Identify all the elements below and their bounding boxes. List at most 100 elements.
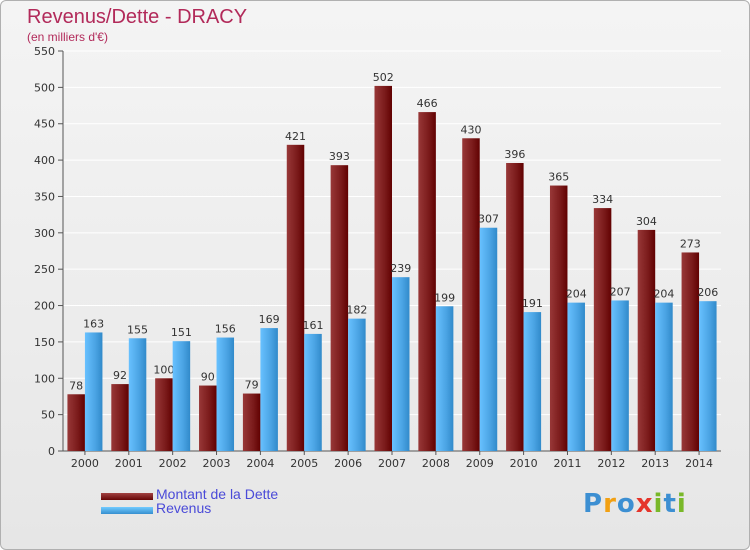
data-label: 78 xyxy=(69,379,83,392)
logo-letter: o xyxy=(616,489,636,519)
legend-swatch-dette xyxy=(101,493,153,500)
bar xyxy=(242,393,261,451)
bar xyxy=(172,341,191,451)
x-tick-label: 2003 xyxy=(203,457,231,470)
bar xyxy=(155,378,173,451)
y-tick-label: 550 xyxy=(34,45,55,58)
logo-letter: r xyxy=(603,489,617,519)
data-label: 163 xyxy=(83,317,104,330)
data-label: 79 xyxy=(245,379,259,392)
y-tick-label: 150 xyxy=(34,336,55,349)
y-tick-label: 500 xyxy=(34,81,55,94)
legend-label-dette: Montant de la Dette xyxy=(156,486,279,502)
x-tick-label: 2000 xyxy=(71,457,99,470)
data-label: 199 xyxy=(434,291,455,304)
bar xyxy=(435,306,454,451)
data-label: 191 xyxy=(522,297,543,310)
logo-letter: i xyxy=(676,489,687,519)
data-label: 151 xyxy=(171,326,192,339)
bar xyxy=(549,185,568,451)
data-label: 169 xyxy=(259,313,280,326)
x-tick-label: 2008 xyxy=(422,457,450,470)
x-tick-label: 2010 xyxy=(510,457,538,470)
x-tick-label: 2014 xyxy=(685,457,713,470)
data-label: 155 xyxy=(127,323,148,336)
bar xyxy=(111,384,129,451)
data-label: 204 xyxy=(566,288,587,301)
y-tick-label: 250 xyxy=(34,263,55,276)
proxiti-logo: Proxiti xyxy=(583,489,687,519)
bar xyxy=(479,227,498,451)
x-tick-label: 2004 xyxy=(246,457,274,470)
bar xyxy=(216,337,235,451)
bar xyxy=(304,333,322,451)
bar xyxy=(348,318,366,451)
x-tick-label: 2011 xyxy=(553,457,581,470)
logo-letter: P xyxy=(583,489,604,519)
bar xyxy=(199,385,217,451)
bar xyxy=(655,302,673,451)
data-label: 273 xyxy=(680,237,701,250)
data-label: 393 xyxy=(329,150,350,163)
data-label: 90 xyxy=(201,371,215,384)
y-tick-label: 200 xyxy=(34,300,55,313)
bar xyxy=(567,302,585,451)
bar xyxy=(374,85,392,451)
data-label: 365 xyxy=(548,171,569,184)
bar xyxy=(699,301,717,451)
bar xyxy=(611,300,629,451)
data-label: 204 xyxy=(653,288,674,301)
data-label: 239 xyxy=(390,262,411,275)
bar xyxy=(681,252,700,451)
data-label: 307 xyxy=(478,213,499,226)
y-tick-label: 350 xyxy=(34,190,55,203)
x-tick-label: 2009 xyxy=(466,457,494,470)
bar xyxy=(67,394,85,451)
data-label: 156 xyxy=(215,323,236,336)
x-tick-label: 2002 xyxy=(159,457,187,470)
bar xyxy=(593,208,612,451)
data-label: 92 xyxy=(113,369,127,382)
data-label: 334 xyxy=(592,193,613,206)
bar xyxy=(506,163,524,451)
x-tick-label: 2006 xyxy=(334,457,362,470)
data-label: 100 xyxy=(153,363,174,376)
x-tick-label: 2005 xyxy=(290,457,318,470)
data-label: 502 xyxy=(373,71,394,84)
bar xyxy=(128,338,147,451)
logo-letter: x xyxy=(635,489,654,519)
y-tick-label: 300 xyxy=(34,227,55,240)
y-tick-label: 400 xyxy=(34,154,55,167)
data-label: 466 xyxy=(417,97,438,110)
data-label: 161 xyxy=(303,319,324,332)
x-tick-label: 2012 xyxy=(597,457,625,470)
y-tick-label: 0 xyxy=(48,445,55,458)
bar xyxy=(462,138,480,452)
y-tick-label: 450 xyxy=(34,118,55,131)
data-label: 396 xyxy=(504,148,525,161)
bar xyxy=(330,165,349,451)
bar xyxy=(84,332,103,451)
bar xyxy=(392,277,410,451)
legend-swatch-revenus xyxy=(101,507,153,514)
logo-letter: i xyxy=(653,489,664,519)
bar xyxy=(260,328,278,451)
data-label: 421 xyxy=(285,130,306,143)
legend-label-revenus: Revenus xyxy=(156,500,212,516)
y-tick-label: 100 xyxy=(34,372,55,385)
logo-letter: t xyxy=(663,489,677,519)
chart-subtitle: (en milliers d'€) xyxy=(27,30,108,44)
data-label: 207 xyxy=(610,285,631,298)
x-tick-label: 2001 xyxy=(115,457,143,470)
bar xyxy=(286,144,305,451)
x-tick-label: 2007 xyxy=(378,457,406,470)
data-label: 430 xyxy=(460,123,481,136)
chart-title: Revenus/Dette - DRACY xyxy=(27,6,248,28)
data-label: 182 xyxy=(346,304,367,317)
data-label: 206 xyxy=(697,286,718,299)
x-tick-label: 2013 xyxy=(641,457,669,470)
bar xyxy=(637,229,656,451)
data-label: 304 xyxy=(636,215,657,228)
